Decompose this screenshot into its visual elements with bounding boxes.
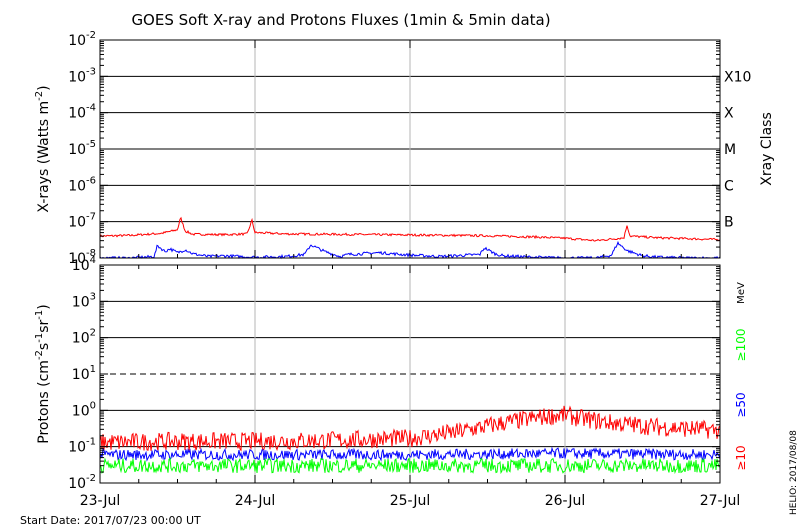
energy-label-blue: ≥50 bbox=[734, 392, 748, 417]
y-tick-label: 10-6 bbox=[68, 175, 96, 194]
y-tick-label: 10-3 bbox=[68, 66, 96, 85]
xray-class-label: M bbox=[724, 142, 736, 158]
xray-class-axis-label: Xray Class bbox=[759, 112, 775, 186]
y-tick-label: 103 bbox=[72, 291, 96, 310]
start-date: Start Date: 2017/07/23 00:00 UT bbox=[20, 514, 201, 527]
x-tick-label: 27-Jul bbox=[700, 493, 741, 509]
energy-label-green: ≥100 bbox=[734, 329, 748, 362]
x-tick-label: 23-Jul bbox=[80, 493, 121, 509]
series-red bbox=[99, 405, 721, 452]
xray-class-label: X10 bbox=[724, 69, 751, 85]
xray-class-label: B bbox=[724, 215, 734, 231]
series-red bbox=[99, 216, 721, 242]
y-tick-label: 100 bbox=[72, 400, 96, 419]
y-tick-label: 10-4 bbox=[68, 103, 96, 122]
xray-class-label: X bbox=[724, 106, 734, 122]
xray-class-label: C bbox=[724, 178, 734, 194]
mev-unit-label: MeV bbox=[736, 282, 747, 304]
y-tick-label: 10-2 bbox=[68, 473, 96, 492]
xray-panel: 10-8 10-7 10-6 10-5 10-4 10-3 10-2 X-rays (Watt… bbox=[34, 30, 775, 267]
y-tick-label: 10-7 bbox=[68, 212, 96, 231]
y-tick-label: 10-1 bbox=[68, 437, 96, 456]
x-tick-label: 26-Jul bbox=[545, 493, 586, 509]
y-axis-label: Protons (cm-2s-1sr-1) bbox=[34, 304, 52, 443]
chart-title: GOES Soft X-ray and Protons Fluxes (1min… bbox=[131, 11, 550, 29]
y-tick-label: 102 bbox=[72, 328, 96, 347]
x-tick-label: 25-Jul bbox=[390, 493, 431, 509]
y-tick-label: 101 bbox=[72, 364, 96, 383]
y-tick-label: 10-5 bbox=[68, 139, 96, 158]
y-axis-label: X-rays (Watts m-2) bbox=[34, 85, 52, 212]
y-tick-label: 104 bbox=[72, 255, 96, 274]
proton-panel: 10-2 10-1 100 101 102 103 104 Protons (cm-2s-1s… bbox=[34, 255, 748, 492]
energy-label-red: ≥10 bbox=[734, 445, 748, 470]
time-axis: 23-Jul 24-Jul 25-Jul 26-Jul 27-Jul bbox=[80, 40, 741, 509]
series-green bbox=[99, 457, 721, 475]
series-blue bbox=[99, 446, 721, 462]
x-tick-label: 24-Jul bbox=[235, 493, 276, 509]
y-tick-label: 10-8 bbox=[68, 248, 96, 267]
y-tick-label: 10-2 bbox=[68, 30, 96, 49]
credit-label: HELIO: 2017/08/08 bbox=[789, 430, 799, 515]
